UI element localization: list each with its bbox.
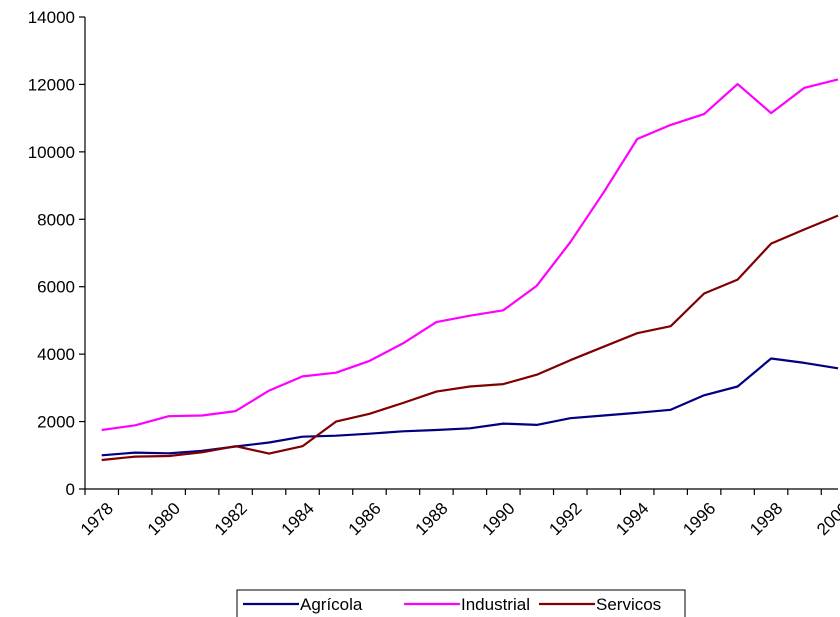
y-tick-label: 12000 [28, 75, 75, 94]
x-tick-label: 1990 [478, 499, 518, 539]
x-axis-ticks: 1978 1980 1982 1984 1986 1988 1990 1992 1994 1996… [77, 489, 840, 539]
y-tick-label: 0 [66, 480, 75, 499]
series-line-agr-cola [101, 357, 839, 457]
series-line-industrial [101, 78, 839, 432]
x-tick-label: 1992 [545, 499, 585, 539]
legend-label: Agrícola [300, 595, 363, 614]
y-tick-label: 2000 [37, 413, 75, 432]
x-tick-label: 2000 [813, 499, 840, 539]
x-tick-label: 1980 [144, 499, 184, 539]
series-lines [101, 78, 839, 462]
x-tick-label: 1986 [345, 499, 385, 539]
legend-label: Servicos [596, 595, 661, 614]
legend-box [236, 589, 686, 617]
y-tick-label: 4000 [37, 345, 75, 364]
x-tick-label: 1982 [211, 499, 251, 539]
y-tick-label: 10000 [28, 143, 75, 162]
y-tick-label: 6000 [37, 278, 75, 297]
x-tick-label: 1994 [612, 499, 652, 539]
plot-area [84, 17, 838, 490]
x-tick-label: 1988 [412, 499, 452, 539]
y-tick-label: 14000 [28, 8, 75, 27]
legend-label: Industrial [461, 595, 530, 614]
x-tick-label: 1996 [679, 499, 719, 539]
x-tick-label: 1978 [77, 499, 117, 539]
x-tick-label: 1984 [278, 499, 318, 539]
y-tick-label: 8000 [37, 210, 75, 229]
series-line-servicos [101, 214, 839, 462]
x-tick-label: 1998 [746, 499, 786, 539]
legend: Agrícola Industrial Servicos [236, 589, 686, 617]
y-axis-ticks: 0 2000 4000 6000 8000 10000 12000 14000 [28, 8, 85, 499]
